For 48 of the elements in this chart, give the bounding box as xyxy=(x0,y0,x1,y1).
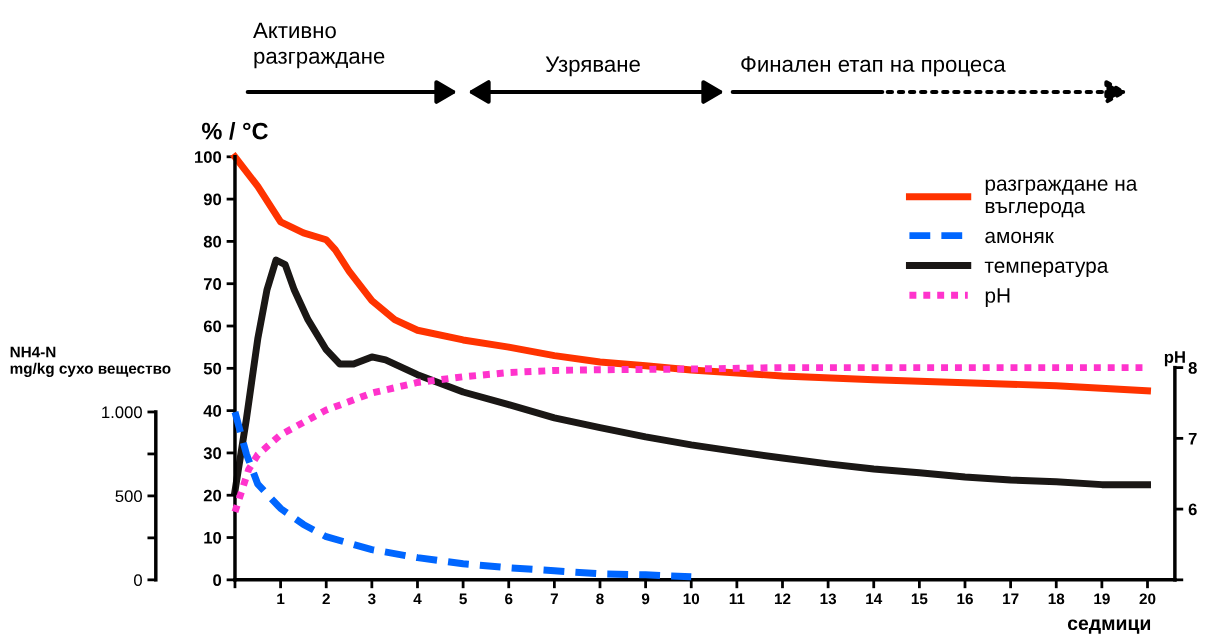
x-tick-label: 12 xyxy=(774,593,791,605)
y-tick-label: 90 xyxy=(203,193,222,206)
x-tick-label: 20 xyxy=(1139,593,1156,605)
x-tick-label: 15 xyxy=(911,593,928,605)
x-tick-label: 14 xyxy=(866,593,883,605)
x-tick-label: 5 xyxy=(459,593,467,605)
y-tick-label: 60 xyxy=(203,320,222,333)
x-tick-label: 13 xyxy=(820,593,837,605)
y-tick-label: 30 xyxy=(203,447,222,460)
y3-tick-label: 500 xyxy=(115,490,142,503)
x-tick-label: 4 xyxy=(413,593,422,605)
legend-label: разграждане на въглерода xyxy=(985,179,1138,218)
text: Финален етап на процеса xyxy=(741,56,1006,77)
y-tick-label: 50 xyxy=(203,362,222,375)
x-tick-label: 17 xyxy=(1003,593,1019,605)
legend-label: температура xyxy=(984,261,1109,278)
x-tick-label: 11 xyxy=(729,593,745,605)
y2-axis-title: pH xyxy=(1164,351,1185,367)
x-tick-label: 7 xyxy=(550,593,558,605)
y2-tick-label: 7 xyxy=(1188,432,1197,445)
text: Активно разграждане xyxy=(253,22,385,69)
y3-tick-label: 1.000 xyxy=(102,406,142,419)
legend-label: pH xyxy=(985,288,1010,307)
y3-axis-title: NH4-N mg/kg сухо вещество xyxy=(10,346,171,377)
y-tick-label: 40 xyxy=(203,405,222,417)
text: Узряване xyxy=(545,56,640,77)
y-tick-label: 70 xyxy=(203,278,222,290)
y-tick-label: 20 xyxy=(203,489,222,502)
x-tick-label: 19 xyxy=(1094,593,1110,605)
y-tick-label: 10 xyxy=(204,531,222,544)
x-tick-label: 1 xyxy=(277,593,285,605)
y2-tick-label: 6 xyxy=(1188,503,1197,516)
x-tick-label: 9 xyxy=(641,593,650,605)
x-tick-label: 6 xyxy=(505,593,513,605)
x-tick-label: 18 xyxy=(1048,593,1065,605)
x-axis-title: седмици xyxy=(1067,619,1151,634)
y-tick-label: 100 xyxy=(195,151,222,163)
y3-tick-label: 0 xyxy=(134,574,142,587)
x-tick-label: 16 xyxy=(957,593,973,605)
x-tick-label: 3 xyxy=(367,593,376,605)
x-tick-label: 2 xyxy=(322,593,330,605)
legend-label: амоняк xyxy=(985,231,1054,244)
y2-tick-label: 8 xyxy=(1188,362,1197,374)
x-tick-label: 8 xyxy=(596,593,604,605)
y-tick-label: 0 xyxy=(213,574,222,587)
y-tick-label: 80 xyxy=(203,235,222,248)
y-axis-title: % / °C xyxy=(201,122,268,140)
x-tick-label: 10 xyxy=(683,593,700,605)
